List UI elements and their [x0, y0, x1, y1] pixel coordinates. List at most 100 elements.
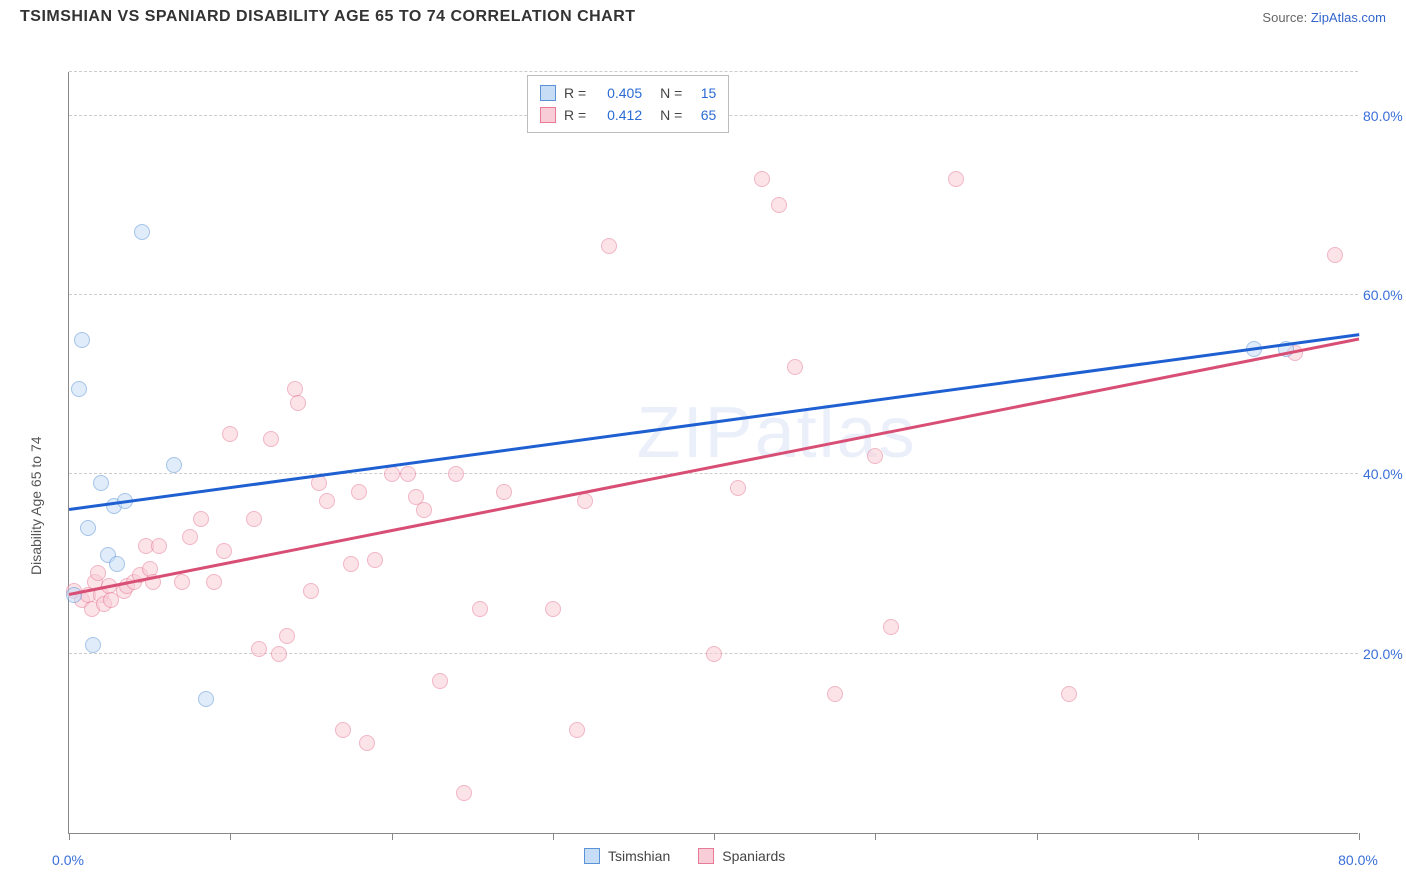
data-point — [263, 431, 279, 447]
chart-header: TSIMSHIAN VS SPANIARD DISABILITY AGE 65 … — [0, 0, 1406, 32]
data-point — [400, 466, 416, 482]
legend-swatch — [540, 85, 556, 101]
source-label: Source: — [1262, 10, 1307, 25]
data-point — [206, 574, 222, 590]
data-point — [182, 529, 198, 545]
data-point — [222, 426, 238, 442]
data-point — [90, 565, 106, 581]
gridline — [69, 294, 1358, 295]
x-tick-mark — [1198, 833, 1199, 840]
data-point — [577, 493, 593, 509]
x-tick-label: 80.0% — [1338, 852, 1378, 868]
data-point — [351, 484, 367, 500]
data-point — [883, 619, 899, 635]
data-point — [134, 224, 150, 240]
data-point — [496, 484, 512, 500]
legend-item: Tsimshian — [584, 848, 670, 864]
data-point — [771, 197, 787, 213]
x-tick-mark — [714, 833, 715, 840]
stat-r-label: R = — [564, 85, 586, 101]
data-point — [827, 686, 843, 702]
stat-n-value: 15 — [690, 85, 716, 101]
data-point — [246, 511, 262, 527]
data-point — [730, 480, 746, 496]
data-point — [109, 556, 125, 572]
gridline — [69, 473, 1358, 474]
stats-legend-row: R = 0.412 N = 65 — [540, 104, 716, 126]
data-point — [754, 171, 770, 187]
y-axis-label: Disability Age 65 to 74 — [28, 436, 44, 575]
x-tick-mark — [230, 833, 231, 840]
data-point — [367, 552, 383, 568]
x-tick-mark — [1037, 833, 1038, 840]
stat-n-label: N = — [660, 107, 682, 123]
data-point — [216, 543, 232, 559]
chart-container: Disability Age 65 to 74 ZIPatlas 20.0%40… — [20, 32, 1386, 889]
data-point — [472, 601, 488, 617]
source-link[interactable]: ZipAtlas.com — [1311, 10, 1386, 25]
data-point — [279, 628, 295, 644]
trend-line — [69, 337, 1359, 595]
legend-swatch — [698, 848, 714, 864]
data-point — [193, 511, 209, 527]
data-point — [384, 466, 400, 482]
data-point — [85, 637, 101, 653]
stat-r-value: 0.405 — [594, 85, 642, 101]
legend-label: Tsimshian — [608, 848, 670, 864]
y-tick-label: 60.0% — [1363, 287, 1406, 303]
data-point — [343, 556, 359, 572]
data-point — [359, 735, 375, 751]
data-point — [251, 641, 267, 657]
chart-source: Source: ZipAtlas.com — [1262, 10, 1386, 25]
legend-label: Spaniards — [722, 848, 785, 864]
x-tick-mark — [392, 833, 393, 840]
trend-line — [69, 333, 1359, 510]
y-tick-label: 40.0% — [1363, 466, 1406, 482]
chart-title: TSIMSHIAN VS SPANIARD DISABILITY AGE 65 … — [20, 8, 636, 26]
data-point — [706, 646, 722, 662]
data-point — [787, 359, 803, 375]
data-point — [198, 691, 214, 707]
series-legend: Tsimshian Spaniards — [584, 848, 785, 864]
data-point — [74, 332, 90, 348]
x-tick-mark — [1359, 833, 1360, 840]
plot-area: ZIPatlas 20.0%40.0%60.0%80.0%R =0.405N =… — [68, 72, 1358, 834]
data-point — [335, 722, 351, 738]
data-point — [303, 583, 319, 599]
gridline — [69, 71, 1358, 72]
stat-r-label: R = — [564, 107, 586, 123]
legend-swatch — [540, 107, 556, 123]
data-point — [319, 493, 335, 509]
y-tick-label: 20.0% — [1363, 646, 1406, 662]
data-point — [80, 520, 96, 536]
data-point — [601, 238, 617, 254]
data-point — [93, 475, 109, 491]
data-point — [867, 448, 883, 464]
data-point — [416, 502, 432, 518]
legend-item: Spaniards — [698, 848, 785, 864]
stats-legend-row: R = 0.405 N = 15 — [540, 82, 716, 104]
stats-legend: R = 0.405 N = 15 R = 0.412 N = 65 — [527, 75, 729, 133]
stat-n-value: 65 — [690, 107, 716, 123]
data-point — [545, 601, 561, 617]
x-tick-label: 0.0% — [52, 852, 84, 868]
data-point — [166, 457, 182, 473]
data-point — [1327, 247, 1343, 263]
stat-n-label: N = — [660, 85, 682, 101]
legend-swatch — [584, 848, 600, 864]
data-point — [948, 171, 964, 187]
data-point — [569, 722, 585, 738]
data-point — [174, 574, 190, 590]
stat-r-value: 0.412 — [594, 107, 642, 123]
data-point — [432, 673, 448, 689]
data-point — [456, 785, 472, 801]
x-tick-mark — [875, 833, 876, 840]
data-point — [271, 646, 287, 662]
data-point — [311, 475, 327, 491]
data-point — [290, 395, 306, 411]
data-point — [448, 466, 464, 482]
y-tick-label: 80.0% — [1363, 108, 1406, 124]
x-tick-mark — [69, 833, 70, 840]
data-point — [1061, 686, 1077, 702]
data-point — [151, 538, 167, 554]
